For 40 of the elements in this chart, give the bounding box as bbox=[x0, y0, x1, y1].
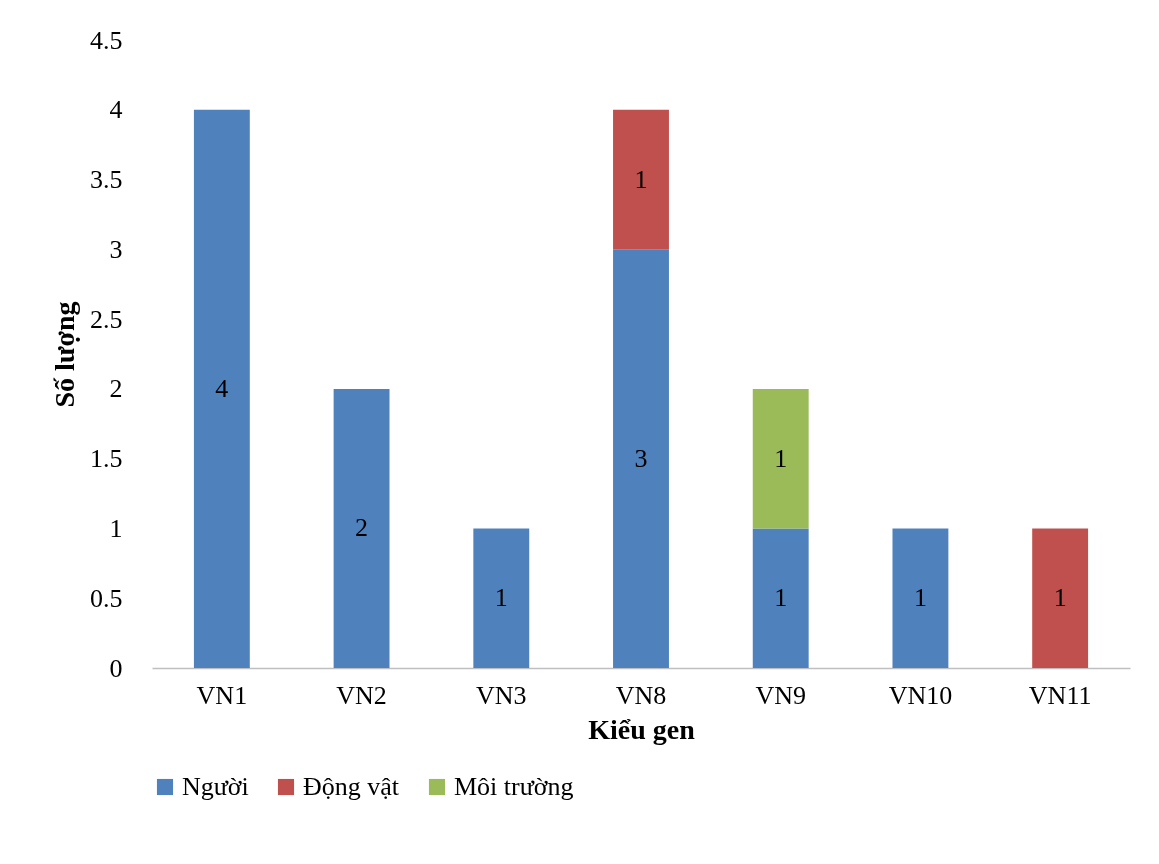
y-tick-label: 2 bbox=[109, 374, 123, 404]
data-label: 1 bbox=[494, 583, 508, 613]
data-label: 1 bbox=[913, 583, 927, 613]
data-label: 4 bbox=[215, 373, 229, 403]
x-tick-label: VN2 bbox=[336, 680, 387, 710]
y-tick-label: 3 bbox=[109, 234, 123, 264]
data-label: 1 bbox=[774, 443, 788, 473]
y-tick-label: 0.5 bbox=[90, 583, 123, 613]
y-axis-title: Số lượng bbox=[49, 301, 80, 408]
data-label: 3 bbox=[634, 443, 648, 473]
y-tick-label: 3.5 bbox=[90, 165, 123, 195]
bar bbox=[333, 388, 390, 668]
bar bbox=[613, 249, 669, 668]
x-tick-label: VN9 bbox=[755, 680, 806, 710]
y-tick-label: 1 bbox=[109, 513, 123, 543]
bar bbox=[473, 528, 530, 668]
y-tick-label: 0 bbox=[109, 653, 123, 683]
bar bbox=[752, 388, 809, 529]
bar bbox=[892, 528, 949, 668]
y-tick-label: 2.5 bbox=[90, 304, 123, 334]
bar bbox=[752, 528, 809, 668]
y-tick-label: 4.5 bbox=[90, 25, 123, 55]
legend-label: Môi trường bbox=[454, 772, 574, 801]
legend-label: Người bbox=[182, 772, 249, 801]
x-tick-label: VN3 bbox=[476, 680, 527, 710]
data-label: 1 bbox=[1053, 583, 1067, 613]
data-label: 2 bbox=[355, 513, 369, 543]
y-tick-label: 4 bbox=[109, 95, 123, 125]
data-label: 1 bbox=[774, 583, 788, 613]
bar bbox=[193, 109, 250, 668]
x-tick-label: VN11 bbox=[1028, 680, 1092, 710]
bar bbox=[1032, 528, 1089, 668]
x-tick-label: VN1 bbox=[196, 680, 248, 710]
x-axis-title: Kiểu gen bbox=[588, 713, 696, 745]
legend-label: Động vật bbox=[303, 772, 400, 801]
data-label: 1 bbox=[634, 164, 648, 194]
bar bbox=[613, 109, 669, 250]
x-tick-label: VN10 bbox=[888, 680, 953, 710]
y-tick-label: 1.5 bbox=[90, 444, 123, 474]
x-tick-label: VN8 bbox=[615, 680, 667, 710]
